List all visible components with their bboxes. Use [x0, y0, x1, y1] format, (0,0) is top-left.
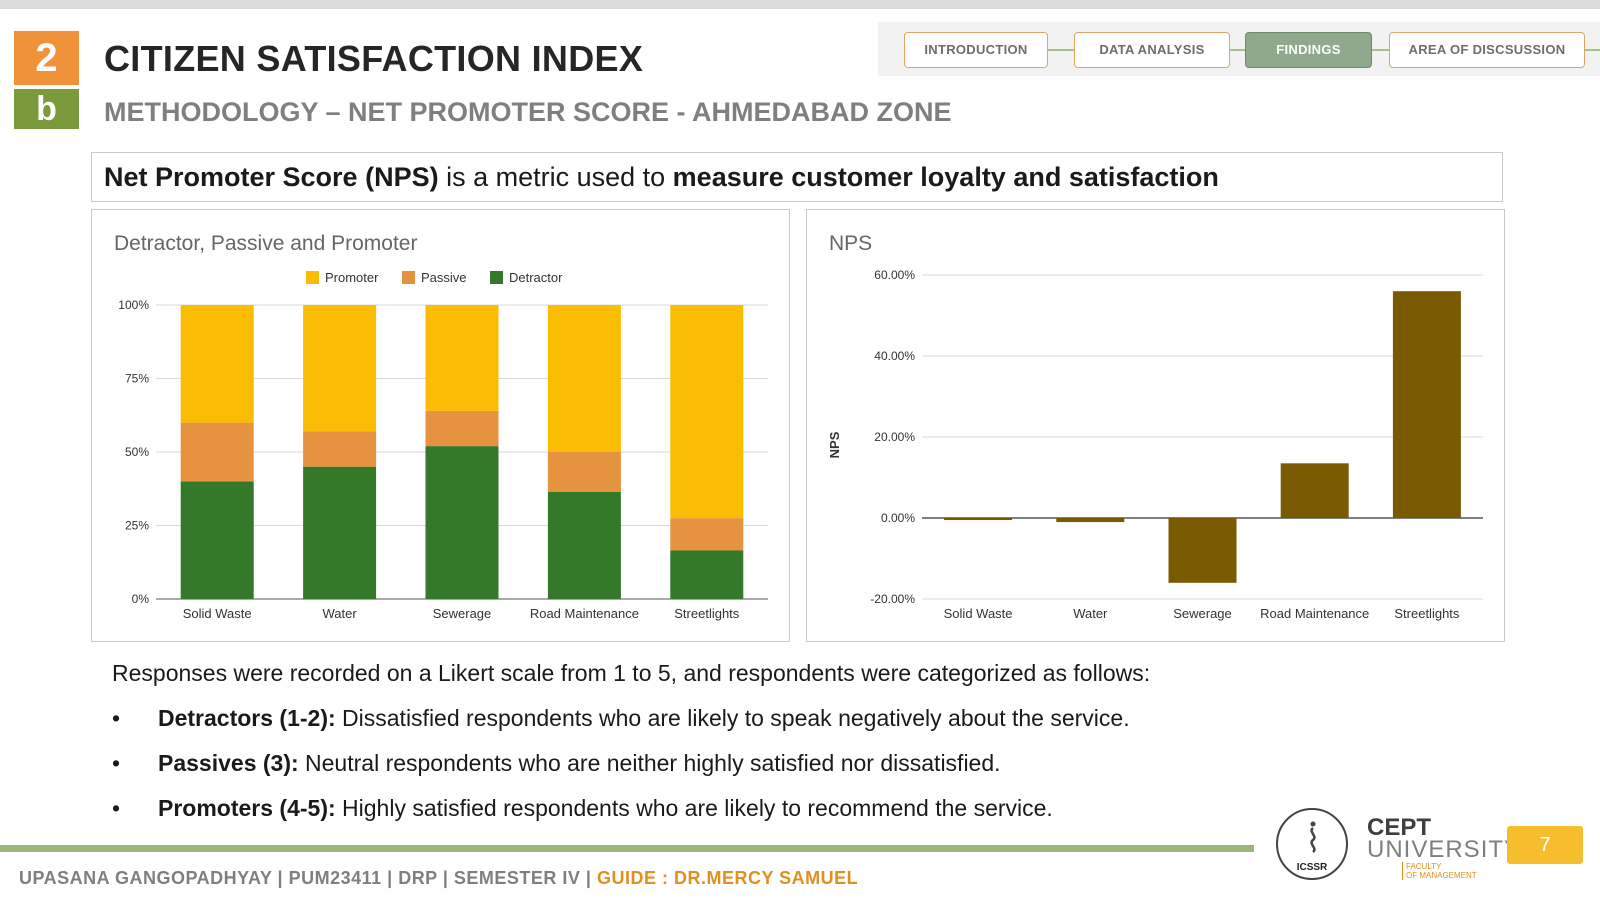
x-tick-label: Water [1073, 606, 1108, 621]
footer-guide: GUIDE : DR.MERCY SAMUEL [596, 868, 859, 888]
nps-chart-panel: NPS NPS -20.00% 0.00% 20.00% 40.00% 60.00% Soli… [806, 209, 1505, 642]
bar-detractor-streetlights [670, 550, 744, 599]
footer-divider [0, 845, 1254, 852]
x-tick-label: Streetlights [1394, 606, 1460, 621]
x-tick-label: Road Maintenance [1260, 606, 1369, 621]
legend-label-detractor: Detractor [509, 270, 563, 285]
top-strip [0, 0, 1600, 9]
section-number-badge: 2 [14, 31, 79, 85]
nps-definition-box: Net Promoter Score (NPS) is a metric use… [91, 152, 1503, 202]
x-tick-label: Sewerage [433, 606, 492, 621]
legend-swatch-detractor [490, 271, 503, 284]
y-tick-label: 100% [118, 298, 149, 312]
bar-promoter-water [303, 305, 377, 432]
page-number: 7 [1507, 826, 1583, 864]
nps-definition-middle: is a metric used to [438, 162, 673, 192]
page-title: CITIZEN SATISFACTION INDEX [104, 38, 644, 79]
bar-nps-streetlights [1392, 291, 1461, 518]
chart-title: Detractor, Passive and Promoter [114, 232, 417, 255]
icssr-emblem-icon [1310, 821, 1316, 853]
bar-nps-sewerage [1168, 518, 1237, 583]
bar-promoter-road-maintenance [547, 305, 621, 452]
tab-data-analysis[interactable]: DATA ANALYSIS [1074, 32, 1230, 68]
cept-logo-line2: UNIVERSITY [1367, 836, 1522, 863]
bullet-dot: • [112, 705, 121, 731]
bar-passive-sewerage [425, 410, 499, 447]
bar-nps-solid-waste [944, 518, 1013, 521]
cept-logo-line1: CEPT [1367, 814, 1432, 841]
legend-swatch-passive [402, 271, 415, 284]
y-tick-label: 0.00% [881, 511, 915, 525]
bar-promoter-sewerage [425, 305, 499, 411]
bar-detractor-sewerage [425, 446, 499, 599]
bar-detractor-road-maintenance [547, 491, 621, 599]
tab-introduction[interactable]: INTRODUCTION [904, 32, 1048, 68]
bar-nps-road-maintenance [1280, 463, 1349, 518]
icssr-logo-text: ICSSR [1296, 862, 1328, 873]
bar-detractor-water [303, 466, 377, 599]
legend-label-passive: Passive [421, 270, 467, 285]
y-tick-label: 50% [125, 445, 149, 459]
chart-title: NPS [829, 232, 872, 255]
nps-term: Net Promoter Score (NPS) [104, 162, 439, 192]
bullet-dot: • [112, 795, 121, 821]
bar-promoter-streetlights [670, 305, 744, 519]
bar-promoter-solid-waste [180, 305, 254, 423]
x-tick-label: Solid Waste [944, 606, 1013, 621]
bar-passive-solid-waste [180, 422, 254, 482]
nps-bar-chart: NPS NPS -20.00% 0.00% 20.00% 40.00% 60.00% Soli… [827, 232, 1483, 621]
bullet-text: Dissatisfied respondents who are likely … [335, 705, 1130, 731]
legend-label-promoter: Promoter [325, 270, 379, 285]
tab-findings[interactable]: FINDINGS [1245, 32, 1372, 68]
bar-detractor-solid-waste [180, 481, 254, 599]
nps-definition-emphasis: measure customer loyalty and satisfactio… [672, 162, 1219, 192]
bullet-text: Neutral respondents who are neither high… [298, 750, 1001, 776]
responses-intro: Responses were recorded on a Likert scal… [112, 660, 1151, 686]
y-tick-label: 75% [125, 372, 149, 386]
tab-area-of-discussion[interactable]: AREA OF DISCSUSSION [1389, 32, 1585, 68]
bullet-term: Passives (3): [158, 750, 299, 776]
y-tick-label: 0% [132, 592, 150, 606]
bar-passive-road-maintenance [547, 452, 621, 492]
y-tick-label: 25% [125, 519, 149, 533]
y-tick-label: -20.00% [870, 592, 915, 606]
section-sub-badge: b [14, 89, 79, 129]
stacked-bar-chart: Detractor, Passive and Promoter Promoter P… [114, 232, 768, 621]
x-tick-label: Sewerage [1173, 606, 1232, 621]
y-tick-label: 20.00% [874, 430, 915, 444]
bullet-dot: • [112, 750, 121, 776]
cept-faculty-label: FACULTY OF MANAGEMENT [1402, 862, 1477, 880]
bullet-text: Highly satisfied respondents who are lik… [335, 795, 1053, 821]
bullet-term: Detractors (1-2): [158, 705, 336, 731]
bullet-term: Promoters (4-5): [158, 795, 336, 821]
y-tick-label: 60.00% [874, 268, 915, 282]
bar-nps-water [1056, 518, 1125, 523]
bar-passive-water [303, 431, 377, 467]
legend-swatch-promoter [306, 271, 319, 284]
x-tick-label: Streetlights [674, 606, 740, 621]
footer-credits: UPASANA GANGOPADHYAY | PUM23411 | DRP | … [19, 868, 858, 889]
y-axis-label: NPS [827, 431, 842, 458]
footer-author: UPASANA GANGOPADHYAY | PUM23411 | DRP | … [19, 868, 597, 888]
icssr-logo: ICSSR [1276, 808, 1348, 880]
stacked-chart-panel: Detractor, Passive and Promoter Promoter P… [91, 209, 790, 642]
bar-passive-streetlights [670, 518, 744, 551]
x-tick-label: Road Maintenance [530, 606, 639, 621]
x-tick-label: Water [322, 606, 357, 621]
x-tick-label: Solid Waste [183, 606, 252, 621]
page-subtitle: METHODOLOGY – NET PROMOTER SCORE - AHMED… [104, 97, 952, 127]
y-tick-label: 40.00% [874, 349, 915, 363]
